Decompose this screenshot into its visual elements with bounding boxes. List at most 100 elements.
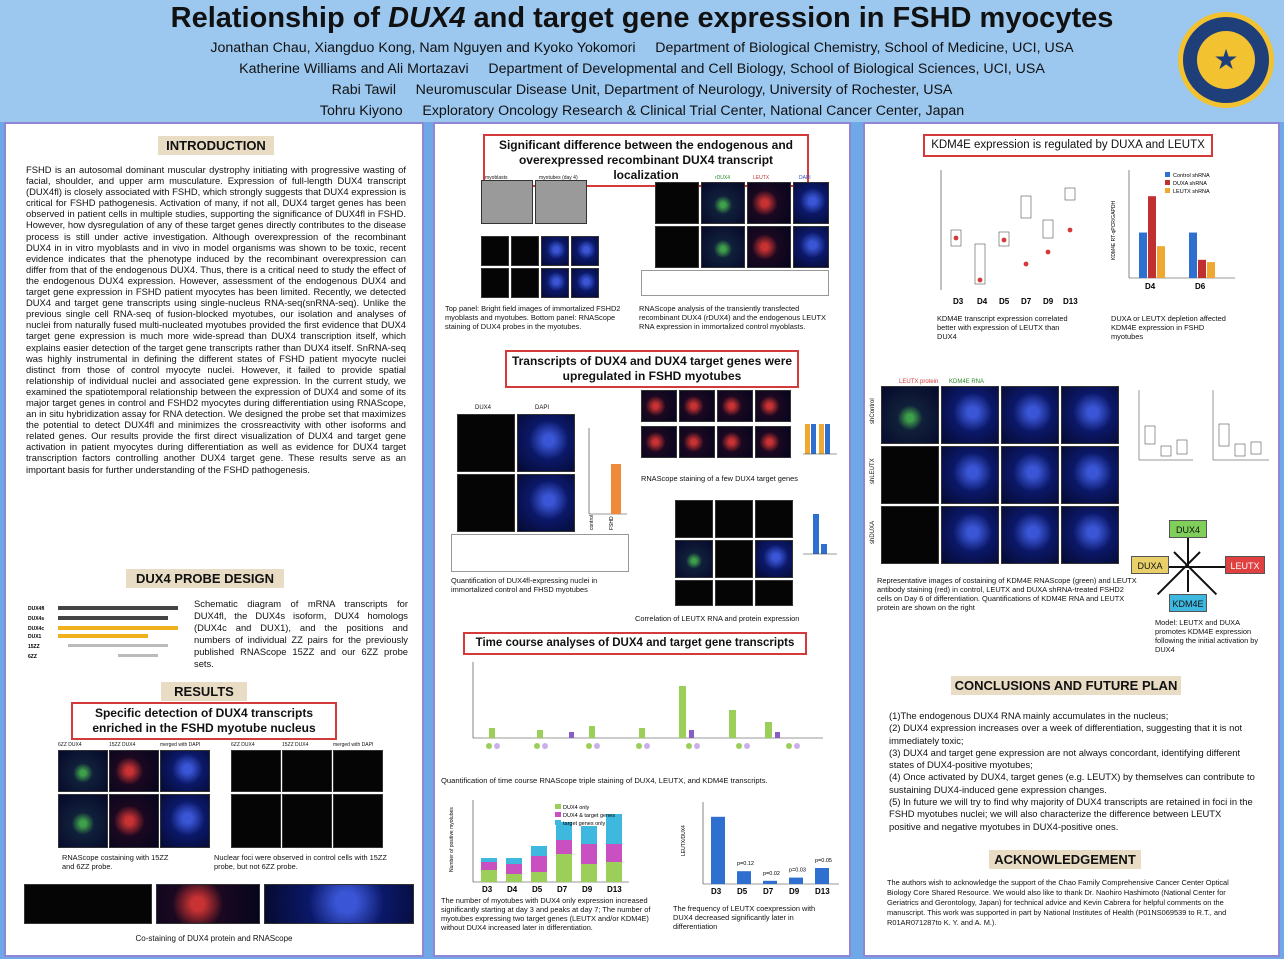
- count-table: [641, 270, 829, 296]
- svg-text:D5: D5: [999, 297, 1010, 306]
- micro-rdux4: [701, 226, 745, 268]
- micro-control-6zz: [231, 750, 281, 792]
- results-heading: RESULTS: [161, 682, 247, 701]
- tick-label: D3: [711, 887, 722, 896]
- micro-shleutx: [881, 446, 939, 504]
- tick-label: D7: [557, 885, 568, 894]
- model-node-kdm4e: KDM4E: [1169, 594, 1207, 612]
- caption-freq: The frequency of LEUTX coexpression with…: [673, 904, 816, 931]
- micro-shduxa: [941, 506, 999, 564]
- caption-quant: Quantification of DUX4fl-expressing nucl…: [451, 576, 598, 594]
- p-value-label: p=0.03: [789, 868, 806, 874]
- stacked-bar-segment: [606, 814, 622, 844]
- poster-header: Relationship of DUX4 and target gene exp…: [0, 0, 1284, 122]
- probe-bar-6zz: [118, 654, 158, 657]
- model-node-leutx: LEUTX: [1225, 556, 1265, 574]
- p-value-label: p=0.02: [763, 871, 780, 877]
- col-label: 6ZZ DUX4: [58, 742, 82, 748]
- micro-target: [641, 390, 677, 422]
- p-value-label: p=0.12: [737, 861, 754, 867]
- sh-bar: [1207, 262, 1215, 278]
- micro-15zz: [109, 750, 159, 792]
- svg-text:D13: D13: [1063, 297, 1078, 306]
- author-line: Tohru Kiyono Exploratory Oncology Resear…: [319, 103, 965, 119]
- author-line: Katherine Williams and Ali Mortazavi Dep…: [239, 61, 1045, 77]
- micro-target: [717, 390, 753, 422]
- legend-label: DUX4 only: [563, 805, 590, 811]
- micro-6zz: [58, 750, 108, 792]
- col-label: 6ZZ DUX4: [231, 742, 255, 748]
- time-course-title: Time course analyses of DUX4 and target …: [463, 632, 807, 655]
- probe-bar-15zz: [68, 644, 168, 647]
- model-node-dux4: DUX4: [1169, 520, 1207, 538]
- micro-fshd-dux4: [457, 474, 515, 532]
- bar-label: control: [589, 515, 595, 530]
- probe-schematic: DUX4fl DUX4s DUX4c DUX1 15ZZ 6ZZ: [28, 606, 178, 660]
- micro-target: [755, 426, 791, 458]
- university-seal-logo: ★: [1178, 12, 1274, 108]
- micro-brightfield-myoblasts: [481, 180, 533, 224]
- micro-row1: [541, 236, 569, 266]
- conclusion-item: (2) DUX4 expression increases over a wee…: [889, 722, 1243, 746]
- micro-shduxa: [1001, 506, 1059, 564]
- probe-label: DUX4fl: [28, 606, 45, 612]
- micro-merged: [160, 750, 210, 792]
- stacked-bar-segment: [556, 854, 572, 882]
- row-label: shLEUTX: [870, 458, 876, 484]
- probe-bar-dux1: [58, 634, 148, 638]
- phi-coefficient-chart: D3 D4 D5 D7 D9 D13: [940, 170, 1078, 306]
- conclusion-item: (3) DUX4 and target gene expression are …: [889, 746, 1241, 771]
- legend-swatch: [1165, 188, 1170, 193]
- caption-costaining-protein: Co-staining of DUX4 protein and RNAScope: [135, 934, 293, 943]
- micro-row2: [481, 268, 509, 298]
- stacked-bar-segment: [556, 840, 572, 854]
- micro-6zz: [58, 794, 108, 848]
- caption-nuclear-foci: Nuclear foci were observed in control ce…: [214, 853, 387, 871]
- model-edge: [1187, 570, 1189, 592]
- micro-fshd-dapi: [517, 474, 575, 532]
- micro-row2: [571, 268, 599, 298]
- legend-swatch: [555, 820, 561, 825]
- img-label: rDUX4: [715, 175, 731, 181]
- micro-strip-6zz: [24, 884, 152, 924]
- panel-label: DAPI: [535, 405, 550, 411]
- model-edge: [1169, 566, 1233, 568]
- sh-bar: [1198, 259, 1206, 278]
- svg-text:D7: D7: [1021, 297, 1032, 306]
- model-edge: [1187, 538, 1189, 568]
- micro-target: [679, 390, 715, 422]
- micro-leutx-merged: [755, 540, 793, 578]
- micro-rdux4: [701, 182, 745, 224]
- legend-label: target genes only: [563, 821, 605, 827]
- micro-leutx-protein: [715, 540, 753, 578]
- conclusions-list: (1)The endogenous DUX4 RNA mainly accumu…: [889, 710, 1255, 833]
- quant-table: [451, 534, 629, 572]
- legend-label: DUX4 & target genes: [563, 813, 615, 819]
- micro-rdux4: [655, 182, 699, 224]
- legend-swatch: [555, 812, 561, 817]
- freq-bar: [737, 871, 751, 884]
- author-line: Rabi Tawil Neuromuscular Disease Unit, D…: [331, 82, 953, 98]
- caption-time-course: Quantification of time course RNAScope t…: [441, 776, 768, 785]
- micro-leutx-rna: [675, 580, 713, 606]
- probe-label: DUX4c: [28, 626, 44, 632]
- stacked-bar-segment: [581, 844, 597, 864]
- micro-shcontrol: [1001, 386, 1059, 444]
- conclusion-item: (5) In future we will try to find why ma…: [889, 796, 1253, 832]
- stacked-bar-segment: [606, 862, 622, 882]
- conclusions-heading: CONCLUSIONS AND FUTURE PLAN: [951, 676, 1181, 695]
- tick-label: D5: [532, 885, 543, 894]
- micro-control-merged: [333, 750, 383, 792]
- column-left: INTRODUCTION FSHD is an autosomal domina…: [4, 122, 424, 957]
- transcripts-title: Transcripts of DUX4 and DUX4 target gene…: [505, 350, 799, 388]
- micro-strip-merged: [264, 884, 414, 924]
- significant-difference-title: Significant difference between the endog…: [483, 134, 809, 187]
- row-label: shDUXA: [870, 520, 876, 544]
- stacked-bar-segment: [531, 856, 547, 872]
- stacked-bar-segment: [606, 844, 622, 862]
- micro-shcontrol: [881, 386, 939, 444]
- caption-shrna: DUXA or LEUTX depletion affected KDM4E e…: [1111, 314, 1226, 341]
- probe-bar-dux4c: [58, 626, 178, 630]
- probe-bar-dux4fl: [58, 606, 178, 610]
- micro-shleutx: [1061, 446, 1119, 504]
